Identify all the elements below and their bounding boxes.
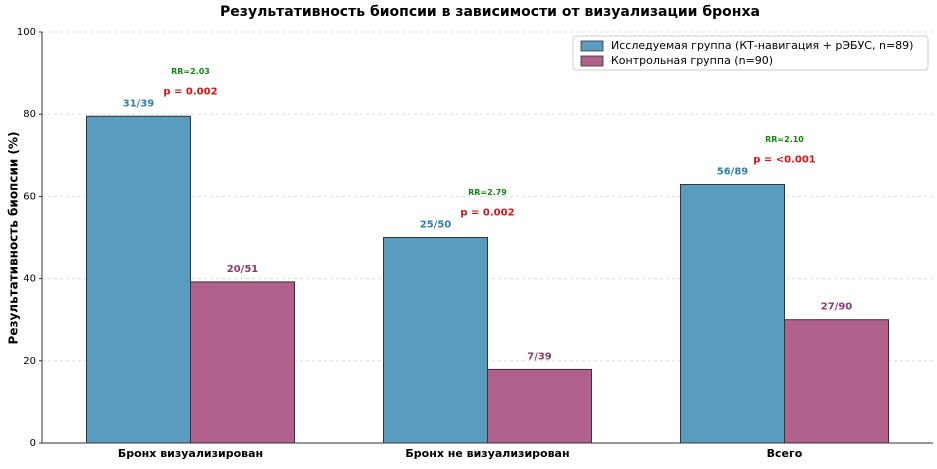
p-value: p = 0.002 xyxy=(460,208,514,219)
legend-swatch xyxy=(580,55,604,67)
legend-label: Исследуемая группа (КТ-навигация + рЭБУС… xyxy=(611,39,913,52)
rr-value: RR=2.10 xyxy=(765,135,804,144)
x-tick-label: Всего xyxy=(767,447,803,460)
y-tick-label: 0 xyxy=(30,438,36,449)
bar xyxy=(190,281,295,444)
bar xyxy=(86,115,191,444)
y-tick-label: 60 xyxy=(23,191,36,202)
value-label: 7/39 xyxy=(527,351,552,362)
bar xyxy=(487,368,592,444)
legend-swatch xyxy=(580,40,604,52)
value-label: 27/90 xyxy=(821,302,853,313)
y-axis-label: Результативность биопсии (%) xyxy=(7,132,21,345)
x-tick-label: Бронх не визуализирован xyxy=(405,447,569,460)
p-value: p = <0.001 xyxy=(753,154,816,165)
p-value: p = 0.002 xyxy=(163,86,217,97)
bar xyxy=(784,319,889,444)
value-label: 25/50 xyxy=(420,220,452,231)
legend-box xyxy=(572,35,929,71)
y-tick-label: 100 xyxy=(17,27,36,38)
legend-label: Контрольная группа (n=90) xyxy=(611,54,773,67)
y-tick-label: 40 xyxy=(23,274,36,285)
bar xyxy=(680,183,785,444)
x-tick-label: Бронх визуализирован xyxy=(118,447,263,460)
value-label: 20/51 xyxy=(227,264,259,275)
value-label: 56/89 xyxy=(717,166,749,177)
y-tick-label: 80 xyxy=(23,109,36,120)
chart-title: Результативность биопсии в зависимости о… xyxy=(220,4,760,20)
rr-value: RR=2.03 xyxy=(171,67,210,76)
rr-value: RR=2.79 xyxy=(468,188,507,197)
y-tick-label: 20 xyxy=(23,356,36,367)
bar xyxy=(383,237,488,444)
value-label: 31/39 xyxy=(123,98,155,109)
